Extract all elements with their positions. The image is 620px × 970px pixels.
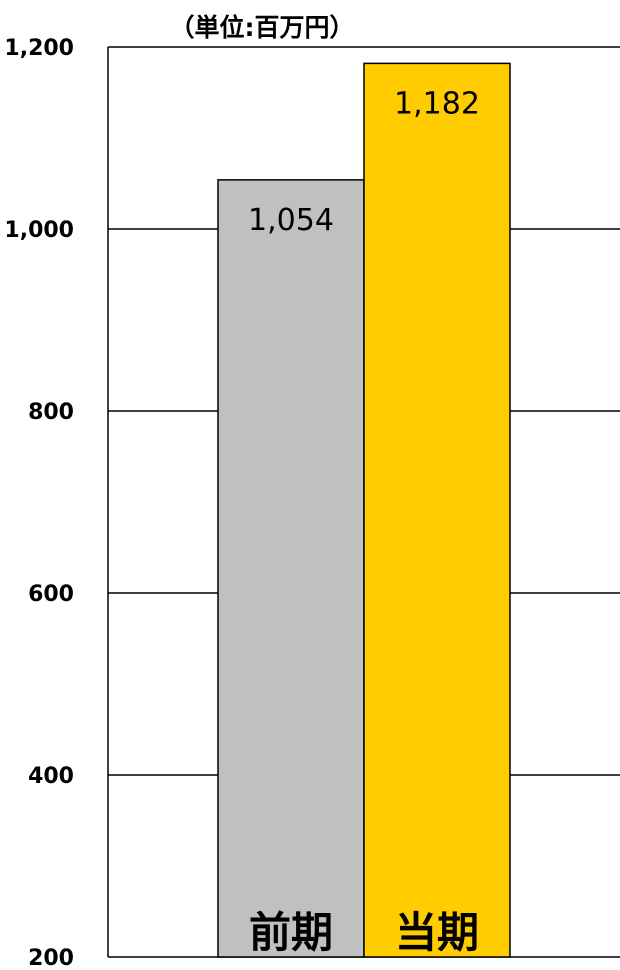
y-tick-label: 1,200 [4, 36, 74, 61]
y-tick-label: 200 [28, 946, 74, 970]
data-label: 1,182 [394, 86, 480, 121]
category-label: 前期 [249, 908, 333, 957]
bars: 1,054 前期 1,182 当期 [217, 62, 511, 958]
data-label: 1,054 [248, 203, 334, 238]
y-axis-ticks: 200 400 600 800 1,000 1,200 [4, 36, 74, 970]
y-tick-label: 1,000 [4, 218, 74, 243]
category-label: 当期 [395, 908, 479, 957]
y-tick-label: 600 [28, 582, 74, 607]
unit-label: （単位:百万円） [170, 13, 355, 42]
bar-current-period [363, 62, 511, 958]
bar-previous-period [217, 179, 365, 958]
y-tick-label: 800 [28, 400, 74, 425]
y-tick-label: 400 [28, 764, 74, 789]
